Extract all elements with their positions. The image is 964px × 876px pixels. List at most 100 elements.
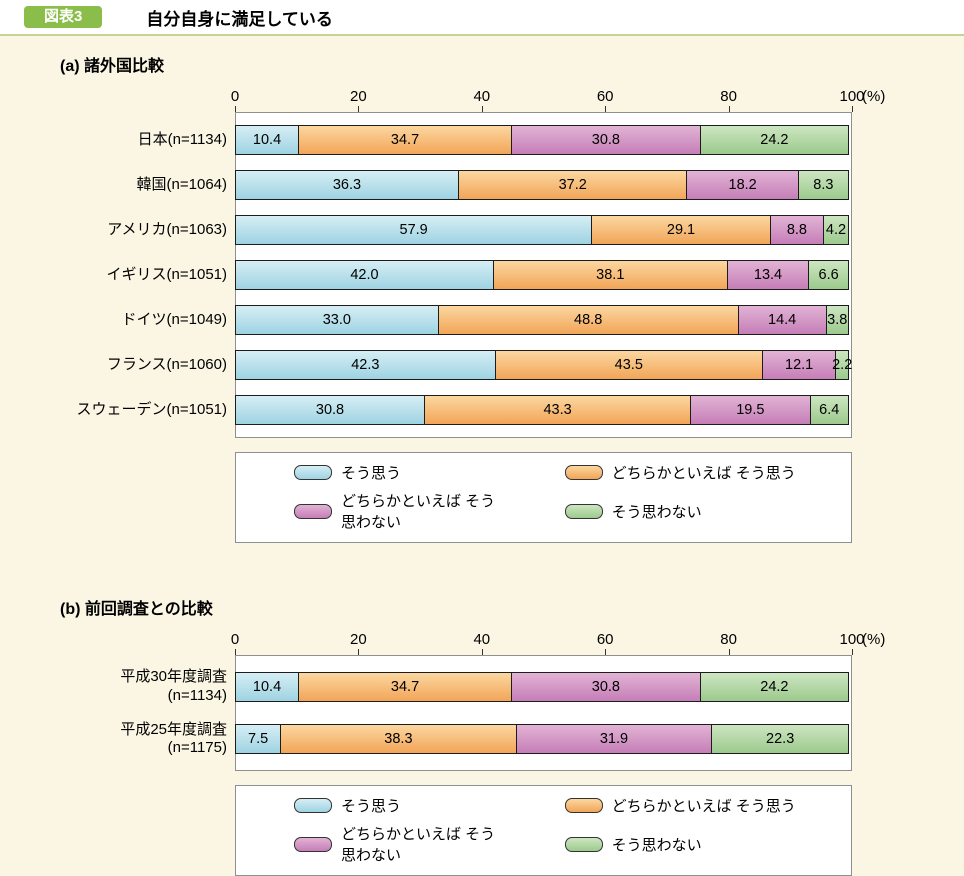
bar-segment: 30.8 bbox=[235, 395, 426, 425]
tick-mark bbox=[235, 649, 236, 655]
bar-track: 10.4 34.7 30.8 24.2 bbox=[235, 125, 852, 155]
bar-value-label: 43.3 bbox=[543, 402, 572, 418]
bar-value-label: 14.4 bbox=[768, 312, 797, 328]
bar-row: 韓国(n=1064) 36.3 37.2 18.2 8.3 bbox=[60, 170, 964, 200]
bar-value-label: 8.8 bbox=[786, 222, 807, 238]
bar-row: 日本(n=1134) 10.4 34.7 30.8 24.2 bbox=[60, 125, 964, 155]
tick-mark bbox=[728, 649, 730, 655]
legend-label: そう思う bbox=[341, 465, 402, 482]
chart-b-block: (b) 前回調査との比較 0 20 40 60 80 100 (%) 平成30年度調査 (n=… bbox=[60, 595, 964, 876]
tick-mark bbox=[358, 106, 360, 112]
bar-segment: 48.8 bbox=[437, 305, 739, 335]
legend-swatch bbox=[294, 465, 332, 480]
bar-value-label: 43.5 bbox=[614, 357, 643, 373]
x-tick-label: 20 bbox=[350, 88, 367, 105]
chart-a-block: (a) 諸外国比較 0 20 40 60 80 100 (%) 日本(n=1134) 10.4 3… bbox=[60, 52, 964, 543]
figure-content: (a) 諸外国比較 0 20 40 60 80 100 (%) 日本(n=1134) 10.4 3… bbox=[0, 36, 964, 876]
bar-track: 57.9 29.1 8.8 4.2 bbox=[235, 215, 852, 245]
x-axis-unit: (%) bbox=[862, 631, 886, 648]
bar-value-label: 31.9 bbox=[599, 731, 629, 748]
x-tick-marks bbox=[235, 106, 853, 112]
x-tick-label: 0 bbox=[230, 631, 240, 648]
legend-item: そう思う bbox=[236, 795, 507, 816]
tick-mark bbox=[481, 649, 483, 655]
category-label: イギリス(n=1051) bbox=[106, 265, 227, 283]
bar-segment: 34.7 bbox=[298, 125, 512, 155]
bar-value-label: 6.4 bbox=[819, 402, 840, 418]
legend-item: どちらかといえば そう思う bbox=[507, 462, 851, 483]
category-label: ドイツ(n=1049) bbox=[121, 310, 227, 328]
bar-value-label: 10.4 bbox=[252, 678, 282, 695]
bar-segment: 29.1 bbox=[591, 215, 771, 245]
chart-b-legend: そう思う どちらかといえば そう思う どちらかといえば そう思わない そう思わない bbox=[235, 785, 852, 876]
chart-b: 0 20 40 60 80 100 (%) 平成30年度調査 (n=1134) 10.4 34.7… bbox=[60, 629, 964, 771]
figure-badge: 図表3 bbox=[24, 6, 103, 28]
bar-track: 33.0 48.8 14.4 3.8 bbox=[235, 305, 852, 335]
legend-swatch bbox=[564, 836, 603, 852]
category-label: 韓国(n=1064) bbox=[136, 175, 227, 193]
bar-segment: 8.8 bbox=[769, 215, 825, 245]
category-label: フランス(n=1060) bbox=[106, 355, 227, 373]
bar-value-label: 2.2 bbox=[832, 357, 853, 373]
legend-label: どちらかといえば そう思わない bbox=[341, 826, 496, 864]
legend-label: そう思わない bbox=[611, 503, 702, 521]
bar-segment: 22.3 bbox=[711, 724, 849, 755]
bar-segment: 42.0 bbox=[235, 260, 494, 290]
bar-segment: 13.4 bbox=[726, 260, 810, 290]
bar-segment: 31.9 bbox=[515, 724, 713, 755]
bar-track: 10.4 34.7 30.8 24.2 bbox=[235, 671, 852, 702]
plot-area: 日本(n=1134) 10.4 34.7 30.8 24.2 韓国(n=1064) 36.3… bbox=[60, 112, 964, 438]
bar-row: スウェーデン(n=1051) 30.8 43.3 19.5 6.4 bbox=[60, 395, 964, 425]
legend-item: どちらかといえば そう思わない bbox=[236, 490, 507, 532]
legend-swatch bbox=[294, 836, 332, 852]
bar-segment: 19.5 bbox=[690, 395, 811, 425]
bar-value-label: 29.1 bbox=[666, 222, 696, 238]
bar-segment: 10.4 bbox=[235, 125, 300, 155]
x-tick-label: 100 bbox=[839, 631, 865, 648]
bar-row: イギリス(n=1051) 42.0 38.1 13.4 6.6 bbox=[60, 260, 964, 290]
tick-mark bbox=[358, 649, 360, 655]
bar-segment: 43.3 bbox=[424, 395, 692, 425]
category-label: 日本(n=1134) bbox=[137, 130, 227, 148]
legend-item: そう思う bbox=[236, 462, 507, 483]
bar-track: 36.3 37.2 18.2 8.3 bbox=[235, 170, 852, 200]
plot-area: 平成30年度調査 (n=1134) 10.4 34.7 30.8 24.2 平成25年度調… bbox=[60, 655, 964, 771]
bar-track: 7.5 38.3 31.9 22.3 bbox=[235, 724, 852, 755]
legend-swatch bbox=[294, 798, 332, 813]
bar-segment: 42.3 bbox=[235, 350, 496, 380]
bar-track: 42.0 38.1 13.4 6.6 bbox=[235, 260, 852, 290]
chart-a-legend: そう思う どちらかといえば そう思う どちらかといえば そう思わない そう思わない bbox=[235, 452, 852, 543]
tick-mark bbox=[728, 106, 730, 112]
bar-value-label: 30.8 bbox=[315, 402, 345, 418]
bar-track: 30.8 43.3 19.5 6.4 bbox=[235, 395, 852, 425]
x-tick-label: 100 bbox=[839, 88, 865, 105]
bar-value-label: 48.8 bbox=[574, 312, 603, 328]
bar-value-label: 57.9 bbox=[399, 222, 428, 238]
chart-a: 0 20 40 60 80 100 (%) 日本(n=1134) 10.4 34.7 30.8 24.… bbox=[60, 86, 964, 438]
figure-header: 図表3 自分自身に満足している bbox=[0, 0, 964, 36]
bar-value-label: 38.3 bbox=[384, 731, 413, 748]
bar-value-label: 18.2 bbox=[728, 177, 757, 193]
tick-mark bbox=[481, 106, 483, 112]
bar-value-label: 22.3 bbox=[766, 731, 795, 748]
bar-row: アメリカ(n=1063) 57.9 29.1 8.8 4.2 bbox=[60, 215, 964, 245]
bar-segment: 57.9 bbox=[235, 215, 593, 245]
x-tick-label: 40 bbox=[473, 88, 491, 105]
bar-segment: 36.3 bbox=[235, 170, 459, 200]
bar-value-label: 34.7 bbox=[390, 678, 420, 695]
bar-segment: 14.4 bbox=[737, 305, 827, 335]
bar-segment: 4.2 bbox=[823, 215, 849, 245]
bar-segment: 12.1 bbox=[761, 350, 837, 380]
bar-value-label: 13.4 bbox=[753, 267, 783, 283]
bar-segment: 6.4 bbox=[809, 395, 849, 425]
x-tick-label: 20 bbox=[350, 631, 367, 648]
legend-label: どちらかといえば そう思わない bbox=[341, 493, 496, 531]
tick-mark bbox=[605, 106, 607, 112]
legend-item: そう思わない bbox=[507, 490, 851, 532]
bar-segment: 24.2 bbox=[699, 125, 849, 155]
bar-segment: 33.0 bbox=[235, 305, 439, 335]
bar-segment: 37.2 bbox=[457, 170, 688, 200]
bar-value-label: 30.8 bbox=[591, 678, 620, 695]
tick-mark bbox=[235, 106, 236, 112]
bar-segment: 7.5 bbox=[235, 724, 282, 755]
